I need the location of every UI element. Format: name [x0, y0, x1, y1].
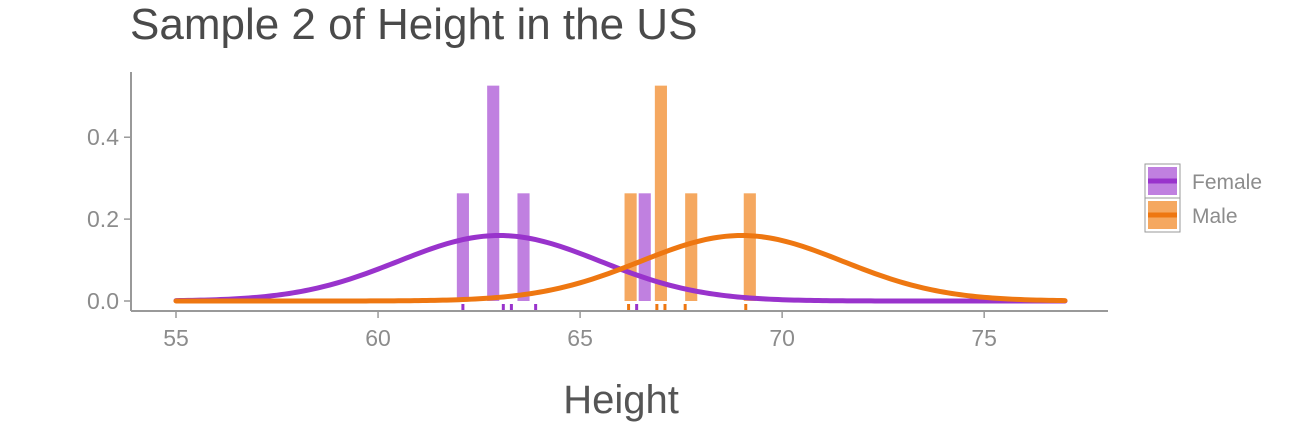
bar-male-1 [654, 85, 667, 302]
density-curves [173, 232, 1068, 304]
legend-label-female: Female [1192, 171, 1262, 194]
bar-male-3 [743, 193, 756, 301]
bar-female-1 [487, 85, 500, 302]
chart-title: Sample 2 of Height in the US [130, 0, 698, 49]
y-tick-label: 0.2 [87, 206, 119, 232]
bar-male-0 [624, 193, 637, 301]
rug-marks [461, 304, 748, 311]
legend: Female Male [1144, 163, 1262, 233]
x-tick-label: 65 [567, 325, 593, 351]
x-tick-label: 75 [971, 325, 997, 351]
bar-female-3 [638, 193, 651, 301]
x-axis-ticks: 55 60 65 70 75 [163, 311, 997, 351]
histogram-bars [456, 85, 756, 302]
x-axis-label: Height [563, 378, 679, 422]
y-tick-label: 0.4 [87, 124, 119, 150]
x-tick-label: 70 [769, 325, 795, 351]
bar-male-2 [685, 193, 698, 301]
curve-male [173, 232, 1068, 304]
x-tick-label: 60 [365, 325, 391, 351]
x-tick-label: 55 [163, 325, 189, 351]
y-tick-label: 0.0 [87, 288, 119, 314]
y-axis-ticks: 0.0 0.2 0.4 [87, 124, 131, 314]
bar-female-0 [456, 193, 469, 301]
legend-label-male: Male [1192, 205, 1238, 228]
bar-female-2 [517, 193, 530, 301]
